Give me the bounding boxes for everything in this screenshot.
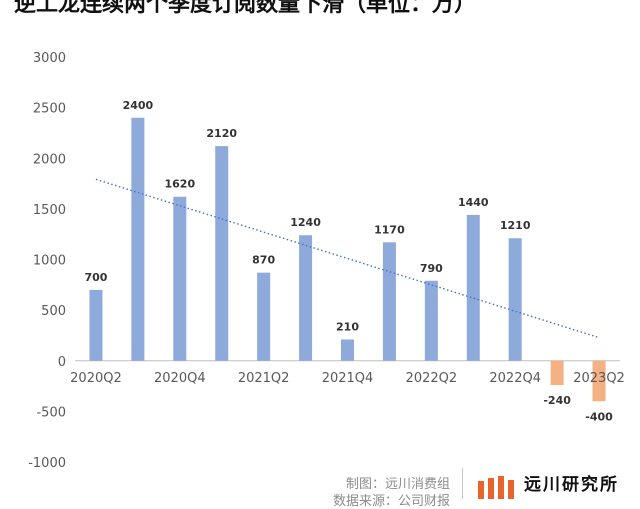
y-tick-label: 500 <box>41 304 66 319</box>
y-tick-label: 2500 <box>33 102 66 117</box>
y-tick-label: 1500 <box>33 203 66 218</box>
y-tick-label: 2000 <box>33 152 66 167</box>
data-label: -240 <box>543 394 571 407</box>
data-label: 870 <box>252 254 275 267</box>
page-title: 逆工龙连续两个季度订阅数量下滑（单位：万） <box>14 0 477 17</box>
x-tick-label: 2021Q2 <box>238 371 290 386</box>
y-tick-label: 3000 <box>33 51 66 66</box>
brand-name: 远川研究所 <box>524 475 619 495</box>
data-label: 210 <box>336 320 359 333</box>
x-tick-label: 2020Q4 <box>154 371 206 386</box>
bar <box>550 360 564 386</box>
data-label: 2120 <box>206 127 237 140</box>
y-tick-label: 1000 <box>33 254 66 269</box>
trendline <box>95 178 600 339</box>
bar <box>341 339 354 361</box>
data-label: 2400 <box>123 99 154 112</box>
brand-divider <box>462 468 463 499</box>
x-axis-ticks: 2020Q2 2020Q4 2021Q2 2021Q4 2022Q2 2022Q4 2023… <box>70 371 625 386</box>
data-label: 1440 <box>458 196 489 209</box>
data-label: 1170 <box>374 223 405 236</box>
bar <box>173 196 187 361</box>
data-label: 700 <box>84 271 107 284</box>
data-label: 790 <box>420 262 443 275</box>
bars <box>89 117 606 402</box>
bar <box>299 235 313 361</box>
x-tick-label: 2022Q2 <box>406 371 458 386</box>
stripes-logo-icon <box>478 476 514 499</box>
y-axis-ticks: -1000 -500 0 500 1000 1500 2000 2500 3000 <box>28 51 66 470</box>
bar <box>466 214 480 361</box>
y-tick-label: 0 <box>58 355 66 370</box>
x-tick-label: 2020Q2 <box>70 371 122 386</box>
data-label: 1240 <box>290 216 321 229</box>
bar <box>257 272 271 361</box>
data-label: 1620 <box>164 178 195 191</box>
bar <box>424 280 438 361</box>
data-label: -400 <box>585 410 613 423</box>
y-tick-label: -1000 <box>28 456 66 470</box>
x-tick-label: 2022Q4 <box>489 371 541 386</box>
y-tick-label: -500 <box>36 405 66 420</box>
bar <box>215 146 229 361</box>
data-labels: 700 2400 1620 2120 870 1240 210 1170 790 1440 1210… <box>84 99 613 424</box>
data-source: 数据来源：公司财报 <box>332 494 450 509</box>
chart-credit: 制图：远川消费组 <box>345 477 450 492</box>
bar <box>592 360 606 402</box>
data-label: 1210 <box>500 219 531 232</box>
bar <box>89 289 103 361</box>
bar <box>382 242 396 361</box>
x-tick-label: 2023Q2 <box>573 371 625 386</box>
bar <box>131 117 145 361</box>
x-tick-label: 2021Q4 <box>322 371 374 386</box>
bar-chart: -1000 -500 0 500 1000 1500 2000 2500 3000 700 240… <box>28 51 625 470</box>
bar <box>508 238 522 361</box>
